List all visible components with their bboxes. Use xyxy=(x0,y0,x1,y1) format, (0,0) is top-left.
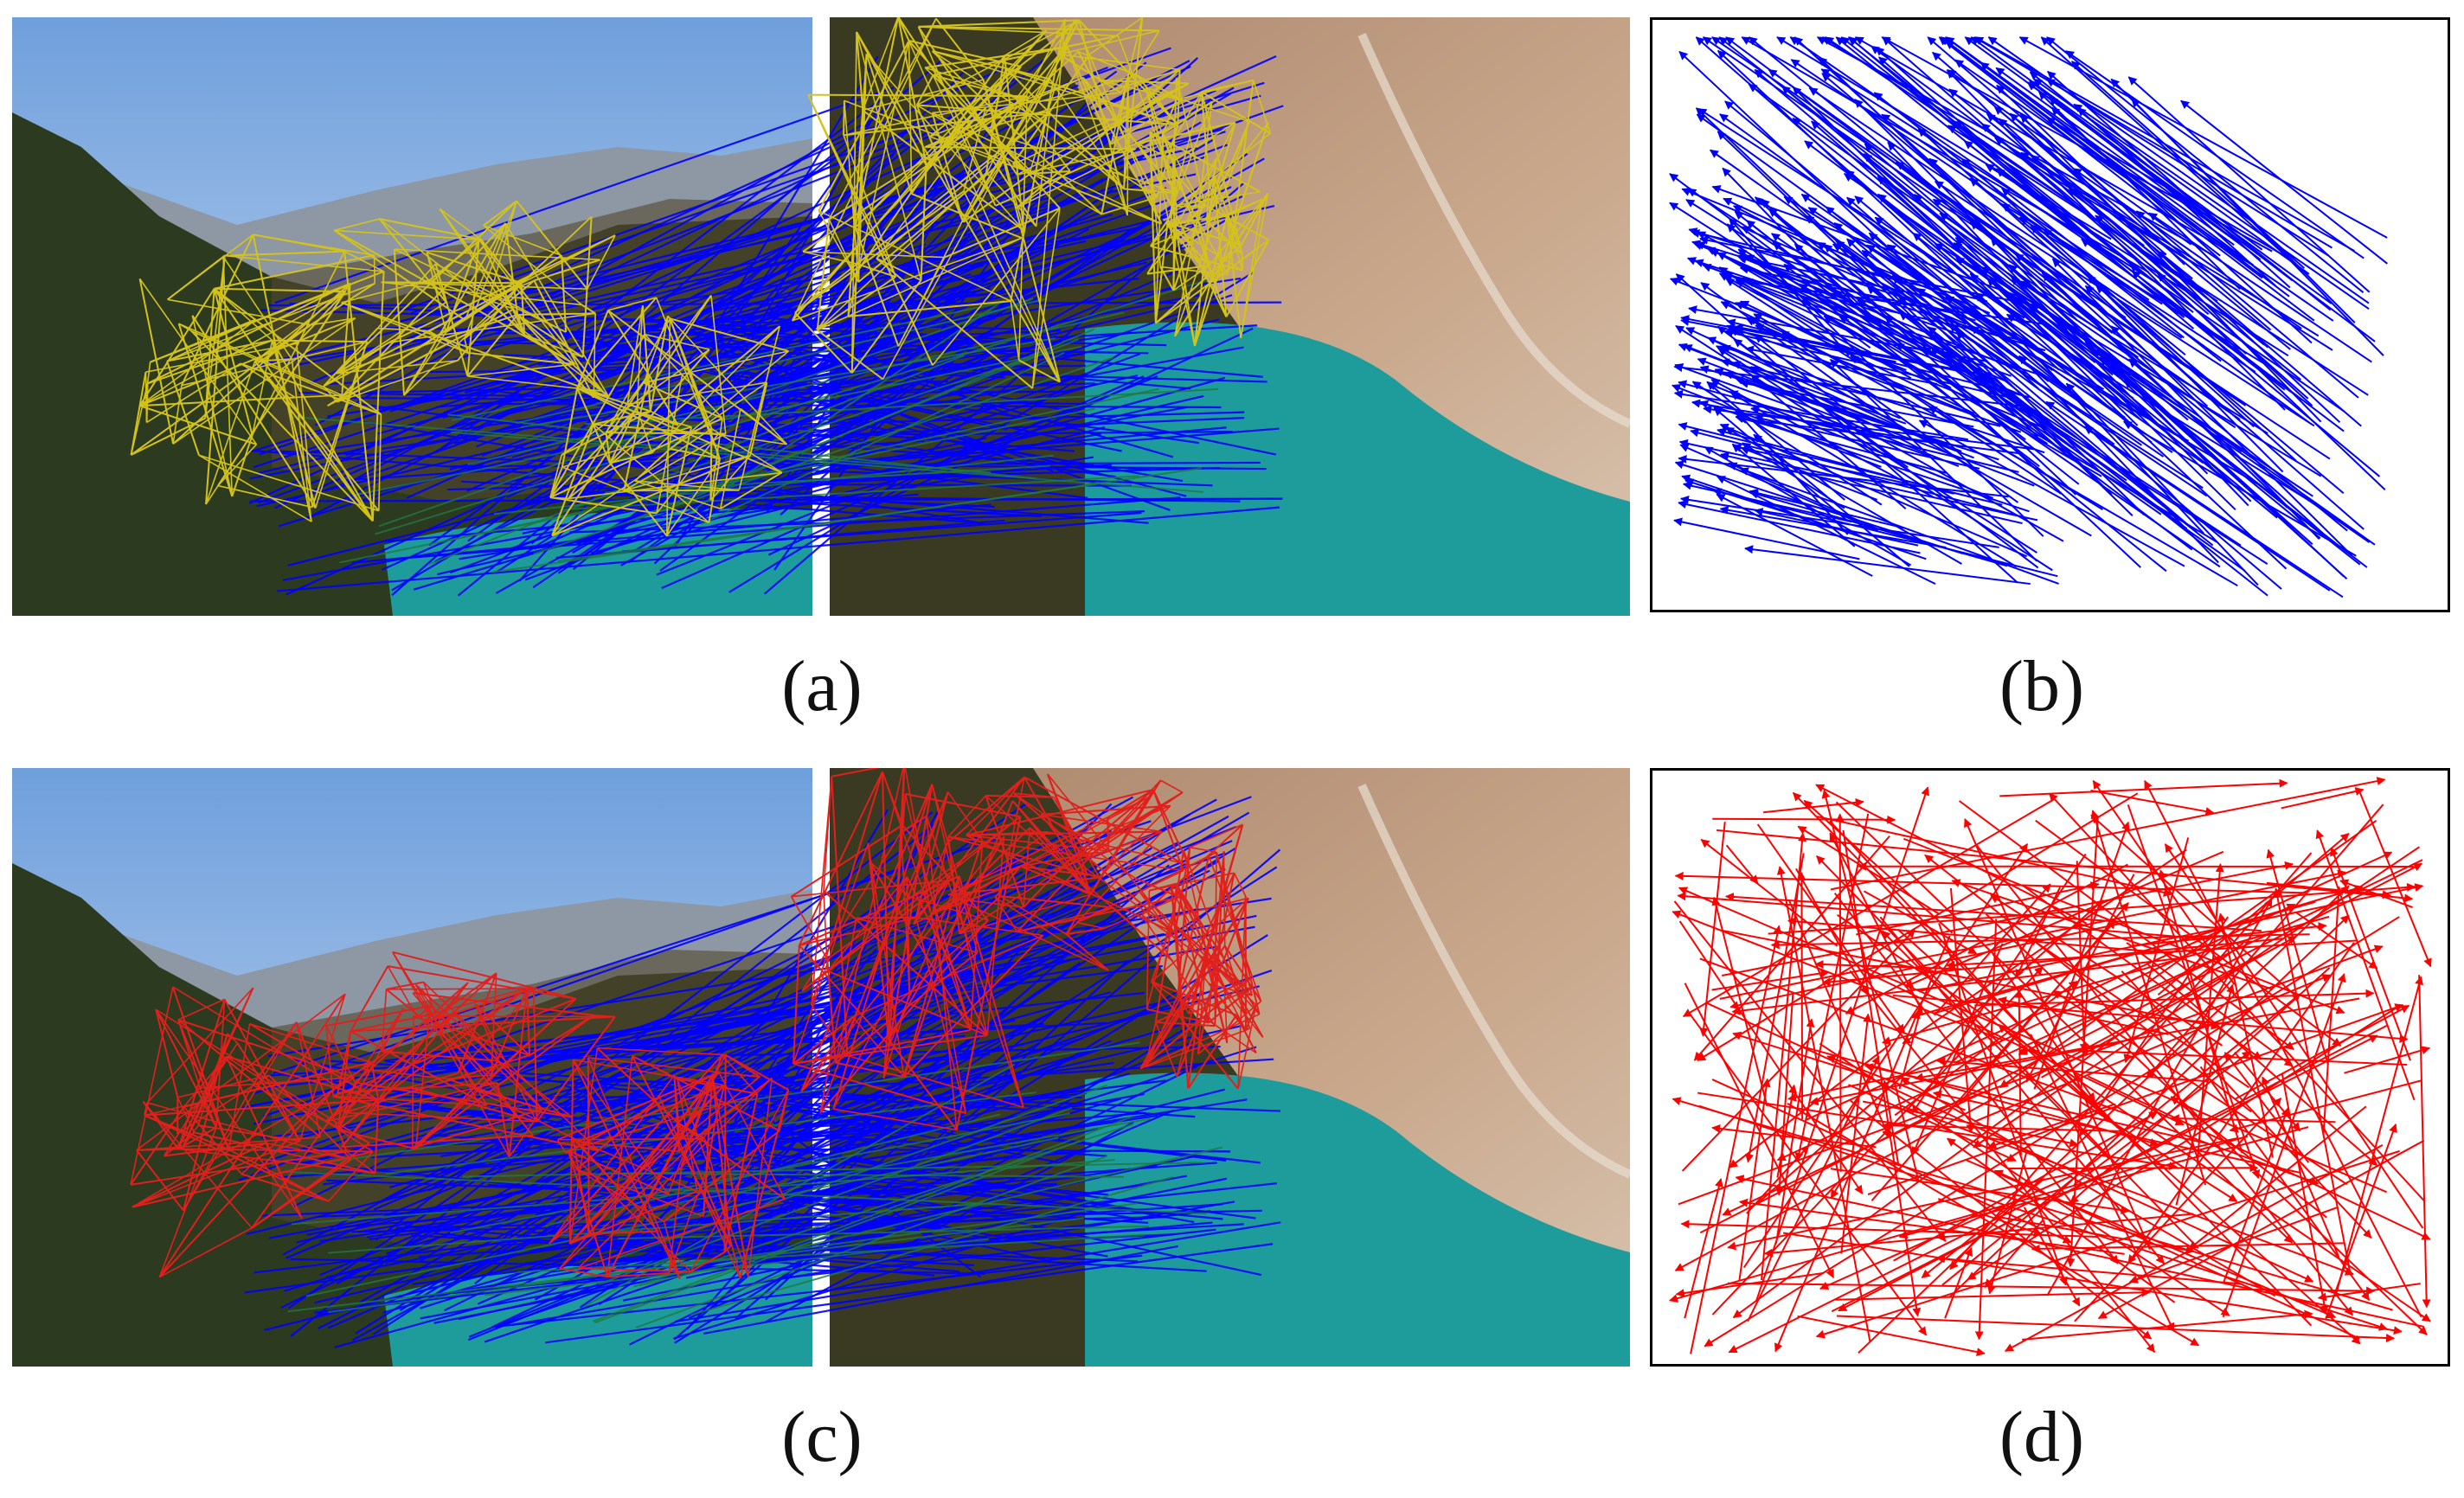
vectors xyxy=(1668,777,2432,1357)
caption-a: (a) xyxy=(781,646,863,727)
panel-a-image-pair xyxy=(12,17,1630,616)
panel-b-svg xyxy=(1669,36,2388,599)
match-lines xyxy=(243,47,1284,597)
vectors xyxy=(1669,36,2388,599)
caption-c: (c) xyxy=(781,1397,863,1477)
panel-a-svg xyxy=(12,17,1630,616)
panel-c-svg xyxy=(12,768,1630,1367)
keypoint-graph xyxy=(130,17,1271,537)
keypoint-graph xyxy=(130,768,1264,1279)
caption-d: (d) xyxy=(1999,1397,2084,1477)
caption-b: (b) xyxy=(1999,646,2084,727)
panel-c-image-pair xyxy=(12,768,1630,1367)
panel-d-svg xyxy=(1668,777,2432,1357)
panel-b-vector-field xyxy=(1650,17,2450,612)
panel-d-vector-field xyxy=(1650,768,2450,1367)
